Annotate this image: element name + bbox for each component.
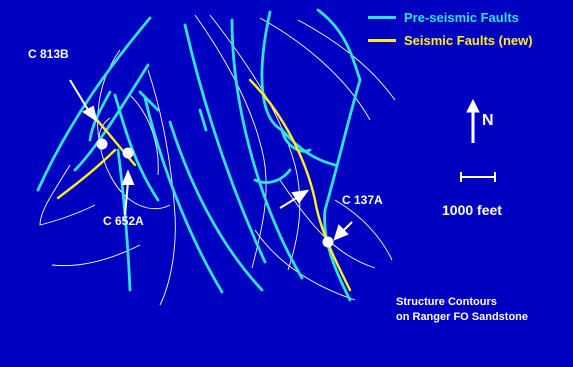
wells: [96, 138, 334, 248]
pre-seismic-fault-line: [280, 128, 337, 167]
pre-seismic-faults: [36, 8, 362, 302]
pointer-arrow-c652a: [124, 181, 129, 216]
contour-line: [279, 179, 376, 269]
pre-seismic-fault-line: [143, 96, 224, 294]
pre-seismic-fault-line: [88, 90, 112, 142]
seismic-fault-line: [95, 118, 137, 167]
pointer-arrow-pre-fault: [279, 196, 299, 209]
well-c813b-marker: [96, 138, 108, 150]
pre-seismic-fault-line: [323, 78, 362, 302]
well-c652a-marker: [122, 147, 134, 159]
contour-line: [334, 199, 393, 261]
caption-line-1: Structure Contours: [396, 296, 497, 308]
legend-label-seismic: Seismic Faults (new): [404, 33, 533, 48]
legend-item-seismic-faults: Seismic Faults (new): [368, 34, 533, 47]
seismic-fault-line: [248, 78, 352, 292]
pre-seismic-fault-line: [253, 168, 292, 184]
north-arrow-icon: [466, 98, 480, 143]
pre-seismic-fault-line: [168, 120, 264, 292]
pre-seismic-fault-line: [183, 23, 267, 264]
structure-contours: [39, 14, 396, 306]
pointer-arrowhead: [82, 105, 98, 123]
contour-line: [254, 229, 356, 301]
contour-line: [51, 244, 141, 267]
contour-line: [147, 69, 176, 306]
pre-seismic-fault-line: [230, 18, 304, 280]
legend-swatch-seismic: [368, 39, 396, 42]
legend-label-pre-seismic: Pre-seismic Faults: [404, 10, 519, 25]
pointer-arrowhead: [333, 224, 349, 241]
well-label-c813b: C 813B: [28, 47, 69, 61]
north-label: N: [482, 112, 494, 129]
contour-line: [259, 17, 371, 121]
pointer-arrowhead: [121, 169, 135, 185]
well-c137a-marker: [322, 236, 334, 248]
contour-line: [129, 94, 159, 176]
pre-seismic-fault-line: [198, 108, 208, 132]
pre-seismic-fault-line: [73, 63, 150, 172]
legend-item-pre-seismic-faults: Pre-seismic Faults: [368, 11, 519, 24]
contour-line: [297, 19, 396, 101]
well-label-c652a: C 652A: [103, 214, 144, 228]
well-pointers: [69, 79, 353, 241]
pre-seismic-fault-line: [138, 90, 160, 112]
contour-line: [39, 164, 96, 226]
contour-line: [194, 14, 267, 269]
caption-line-2: on Ranger FO Sandstone: [396, 311, 529, 323]
well-label-c137a: C 137A: [342, 193, 383, 207]
pointer-arrow-c813b: [69, 79, 91, 114]
scale-bar-label: 1000 feet: [442, 202, 502, 218]
seismic-fault-line: [56, 148, 117, 200]
pre-seismic-fault-line: [116, 148, 132, 292]
scale-bar: [460, 172, 496, 182]
contour-line: [97, 49, 171, 210]
pre-seismic-fault-line: [316, 8, 362, 82]
contour-line: [209, 14, 301, 271]
pre-seismic-fault-line: [113, 93, 160, 202]
seismic-faults: [56, 78, 352, 292]
pre-seismic-fault-line: [36, 16, 152, 192]
legend-swatch-pre-seismic: [368, 16, 396, 19]
pointer-arrowhead: [291, 189, 310, 204]
pre-seismic-fault-line: [280, 128, 312, 153]
